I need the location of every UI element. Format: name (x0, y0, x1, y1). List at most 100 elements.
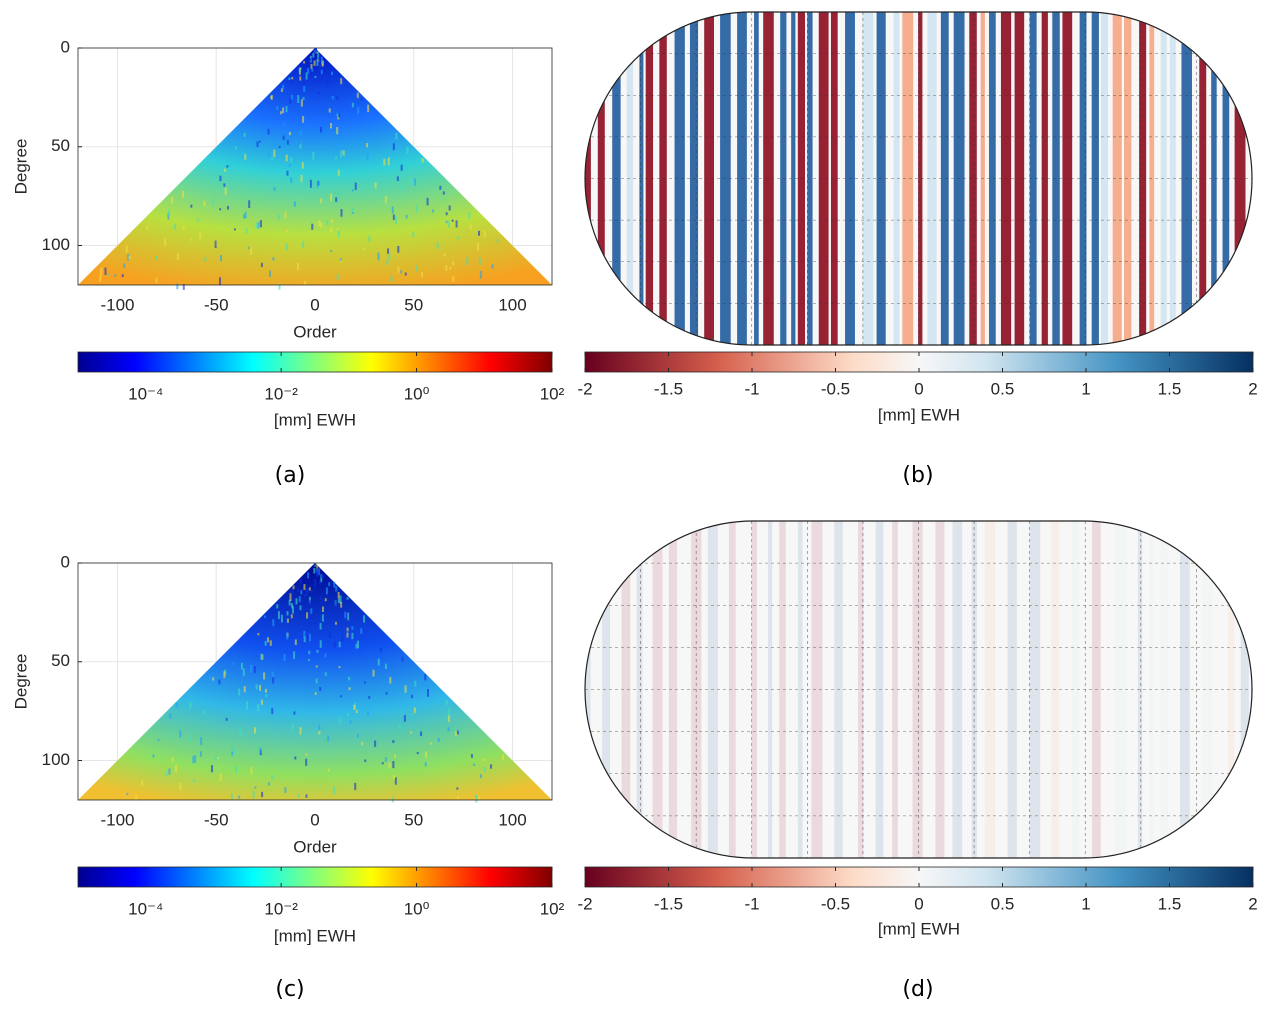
map-stripe (1041, 12, 1048, 345)
y-tick-label: 0 (61, 552, 70, 571)
texture-dot (286, 611, 289, 616)
texture-dot (290, 603, 293, 607)
texture-dot (326, 220, 329, 225)
coefficient-triangle (78, 48, 552, 285)
texture-dot (278, 283, 281, 290)
texture-dot (452, 276, 455, 283)
texture-dot (309, 58, 312, 62)
map-stripe (1029, 12, 1037, 345)
texture-dot (250, 766, 253, 775)
texture-dot (270, 774, 273, 780)
texture-dot (260, 699, 263, 705)
texture-dot (264, 640, 267, 646)
texture-dot (256, 141, 259, 148)
x-tick-label: 100 (498, 295, 526, 314)
texture-dot (276, 105, 279, 111)
texture-dot (439, 185, 442, 190)
texture-dot (179, 730, 182, 738)
texture-dot (387, 248, 390, 254)
texture-dot (355, 710, 358, 714)
texture-dot (366, 143, 369, 148)
texture-dot (324, 598, 327, 602)
texture-dot (321, 575, 324, 579)
texture-dot (257, 632, 260, 636)
y-tick-label: 0 (61, 37, 70, 56)
colorbar-tick-label: -1.5 (654, 379, 683, 398)
texture-dot (273, 149, 276, 158)
texture-dot (189, 701, 192, 709)
map-stripe (754, 12, 759, 345)
texture-dot (316, 564, 319, 572)
texture-dot (299, 130, 302, 136)
texture-dot (383, 158, 386, 166)
texture-dot (203, 200, 206, 206)
texture-dot (320, 56, 323, 64)
texture-dot (351, 207, 354, 213)
y-axis-label: Degree (11, 139, 30, 195)
texture-dot (356, 92, 359, 98)
colorbar-label: [mm] EWH (274, 926, 356, 945)
texture-dot (240, 662, 243, 670)
texture-dot (337, 113, 340, 119)
texture-dot (445, 264, 448, 271)
colorbar (77, 866, 553, 888)
texture-dot (317, 568, 320, 577)
texture-dot (294, 639, 297, 645)
texture-dot (445, 220, 448, 224)
texture-dot (179, 782, 182, 790)
texture-dot (400, 270, 403, 274)
texture-dot (307, 634, 310, 642)
texture-dot (299, 142, 302, 149)
texture-dot (250, 246, 253, 255)
texture-dot (223, 168, 226, 172)
texture-dot (360, 98, 363, 101)
texture-dot (123, 263, 126, 268)
texture-dot (270, 95, 273, 99)
texture-dot (291, 754, 294, 757)
texture-dot (491, 264, 494, 269)
texture-dot (273, 187, 276, 192)
texture-dot (424, 681, 427, 690)
map-stripe (621, 521, 631, 858)
texture-dot (292, 585, 295, 590)
map-stripe (645, 12, 654, 345)
texture-dot (316, 181, 319, 188)
texture-dot (374, 182, 377, 189)
texture-dot (447, 708, 450, 716)
texture-dot (346, 632, 349, 638)
map-stripe (1139, 12, 1147, 345)
colorbar-tick-label: 10² (540, 899, 565, 918)
map-field (585, 12, 1252, 345)
texture-dot (482, 758, 485, 762)
map-stripe (597, 12, 605, 345)
texture-dot (290, 614, 293, 619)
texture-dot (377, 658, 380, 666)
texture-dot (106, 273, 109, 277)
map-stripe (1137, 521, 1143, 858)
texture-dot (155, 255, 158, 260)
texture-dot (233, 228, 236, 231)
texture-dot (337, 230, 340, 238)
texture-dot (164, 238, 167, 247)
texture-dot (182, 284, 185, 290)
texture-dot (308, 650, 311, 655)
texture-dot (297, 76, 300, 82)
texture-dot (479, 774, 482, 779)
texture-dot (305, 758, 308, 766)
texture-dot (394, 215, 397, 224)
colorbar-tick-label: -2 (577, 379, 592, 398)
texture-dot (212, 197, 215, 206)
texture-dot (290, 177, 293, 184)
texture-dot (272, 619, 275, 627)
texture-dot (351, 632, 354, 640)
texture-dot (305, 72, 308, 80)
texture-dot (342, 611, 345, 619)
colorbar-tick-label: 10⁻⁴ (128, 384, 163, 403)
texture-dot (322, 606, 325, 612)
texture-dot (219, 208, 222, 211)
texture-dot (400, 164, 403, 171)
triangle-texture (99, 48, 499, 290)
map-stripe (892, 521, 898, 858)
texture-dot (280, 111, 283, 115)
texture-dot (475, 795, 478, 803)
